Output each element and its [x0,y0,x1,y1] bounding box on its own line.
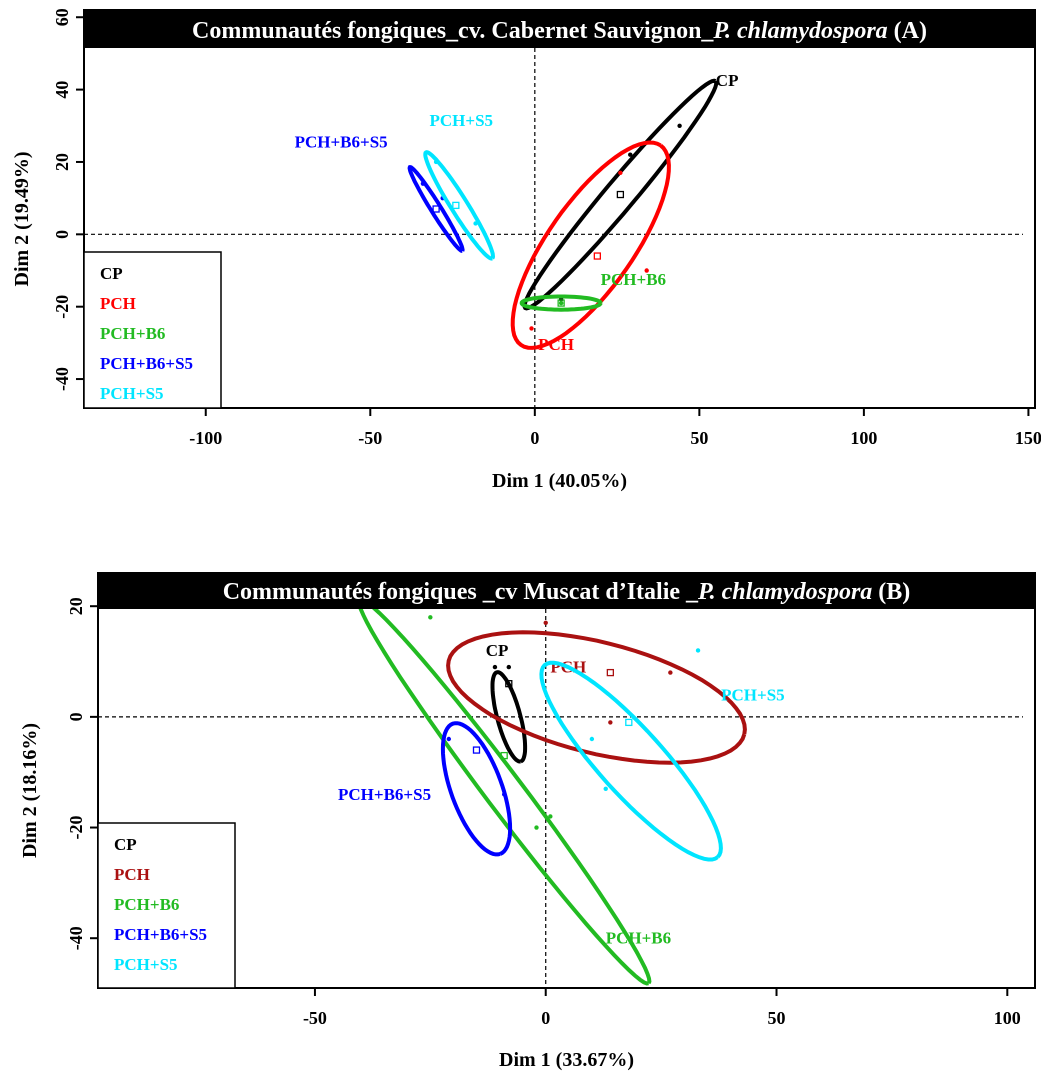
y-tick-label: -40 [52,367,72,391]
data-point-pch-b6 [534,825,539,830]
group-label-pch-b6: PCH+B6 [601,270,666,289]
data-point-pch-s5 [695,648,701,653]
y-tick-label: -20 [52,295,72,319]
data-point-pch-s5 [603,786,608,791]
x-tick-label: 50 [768,1008,786,1028]
legend-entry-pch-s5: PCH+S5 [100,384,164,403]
centroid-pch-s5 [452,201,460,210]
data-point-pch [618,170,623,176]
data-point-pch-b6 [558,300,564,306]
centroid-pch-b6 [557,299,565,307]
data-point-cp [677,123,682,128]
x-tick-label: 0 [541,1008,550,1028]
data-point-pch [529,326,534,331]
ellipse-pch [510,140,671,350]
ellipse-pch-s5 [539,660,723,862]
legend-box [97,822,236,989]
chart-panel-1: -50 0 50 100 -40 -20 0 20 Dim 1 (33.67%) Dim 2 (1… [19,572,1036,1071]
group-label-cp: CP [486,641,509,660]
x-tick-label: -50 [303,1008,327,1028]
x-tick-label: -100 [189,428,222,448]
group-label-cp: CP [716,71,739,90]
group-label-pch-s5: PCH+S5 [430,111,494,130]
ellipse-pch-s5 [423,150,496,261]
data-point-pch [543,620,548,625]
data-point-pch-b6 [548,814,553,819]
centroid-cp [616,190,625,199]
data-point-pch-b6-s5 [501,792,507,797]
chart-title: Communautés fongiques_cv. Cabernet Sauvi… [192,18,927,44]
group-label-pch-b6-s5: PCH+B6+S5 [295,132,388,151]
chart-title: Communautés fongiques _cv Muscat d’Itali… [223,579,911,605]
group-label-pch-b6: PCH+B6 [606,929,671,948]
y-axis-title: Dim 2 (18.16%) [19,723,41,858]
chart-title-plain: Communautés fongiques _cv Muscat d’Itali… [223,579,699,605]
x-tick-label: -50 [358,428,382,448]
data-point-cp [628,152,633,157]
ellipse-cp [490,670,528,764]
ellipse-pch-b6 [519,294,603,312]
y-tick-label: -20 [66,816,86,840]
data-point-cp [506,664,512,670]
data-point-pch-s5 [433,159,439,165]
legend-entry-pch-b6-s5: PCH+B6+S5 [114,925,207,944]
legend-entry-pch-b6: PCH+B6 [100,324,165,343]
x-tick-label: 150 [1015,428,1041,448]
centroid-pch [593,252,601,260]
x-axis-title: Dim 1 (40.05%) [492,470,627,492]
chart-title-italic: P. chlamydospora [697,579,872,605]
centroid-pch-b6-s5 [472,746,481,754]
data-point-pch [668,670,673,675]
chart-title-end: (B) [872,579,910,605]
y-tick-label: 60 [52,8,72,26]
y-tick-label: 40 [52,81,72,99]
legend-entry-pch: PCH [100,294,136,313]
data-point-pch-b6-s5 [446,736,451,742]
data-point-pch-b6-s5 [420,181,426,186]
centroid-pch-b6 [500,751,508,760]
legend-entry-pch: PCH [114,865,150,884]
data-point-pch-s5 [473,221,478,226]
x-tick-label: 100 [850,428,877,448]
legend-entry-pch-b6: PCH+B6 [114,895,179,914]
legend-entry-cp: CP [100,264,123,283]
chart-title-end: (A) [888,18,927,44]
x-tick-label: 50 [690,428,708,448]
y-tick-label: 20 [66,597,86,615]
y-tick-label: 0 [66,712,86,721]
data-point-cp [492,664,498,670]
x-tick-label: 0 [530,428,539,448]
group-label-pch-b6-s5: PCH+B6+S5 [338,785,431,804]
chart-panel-0: -100 -50 0 50 100 150 -40 -20 0 20 40 60 Dim 1 (40.0… [11,8,1041,492]
legend-entry-cp: CP [114,835,137,854]
y-axis-title: Dim 2 (19.49%) [11,152,33,287]
title-banner [98,573,1035,609]
data-point-pch [644,268,649,273]
centroid-pch [606,668,614,677]
x-axis-title: Dim 1 (33.67%) [499,1049,634,1071]
group-label-pch: PCH [538,335,574,354]
y-tick-label: 0 [52,230,72,239]
ellipse-cp [522,78,719,311]
chart-title-plain: Communautés fongiques_cv. Cabernet Sauvi… [192,18,714,44]
centroid-pch-b6-s5 [432,205,440,213]
ellipse-pch [446,630,747,765]
ellipse-pch-b6-s5 [407,165,465,253]
y-tick-label: 20 [52,153,72,171]
title-banner [84,10,1035,48]
x-tick-label: 100 [994,1008,1021,1028]
group-label-pch-s5: PCH+S5 [721,685,785,704]
centroid-cp [505,680,513,688]
legend-entry-pch-s5: PCH+S5 [114,955,178,974]
legend-box [83,251,222,409]
legend-entry-pch-b6-s5: PCH+B6+S5 [100,354,193,373]
centroid-pch-s5 [625,718,633,727]
data-point-pch-b6 [428,615,433,620]
chart-title-italic: P. chlamydospora [712,18,887,44]
data-point-pch [608,720,613,725]
ellipse-pch-b6-s5 [440,721,513,857]
y-tick-label: -40 [66,926,86,950]
data-point-pch-s5 [589,736,595,742]
